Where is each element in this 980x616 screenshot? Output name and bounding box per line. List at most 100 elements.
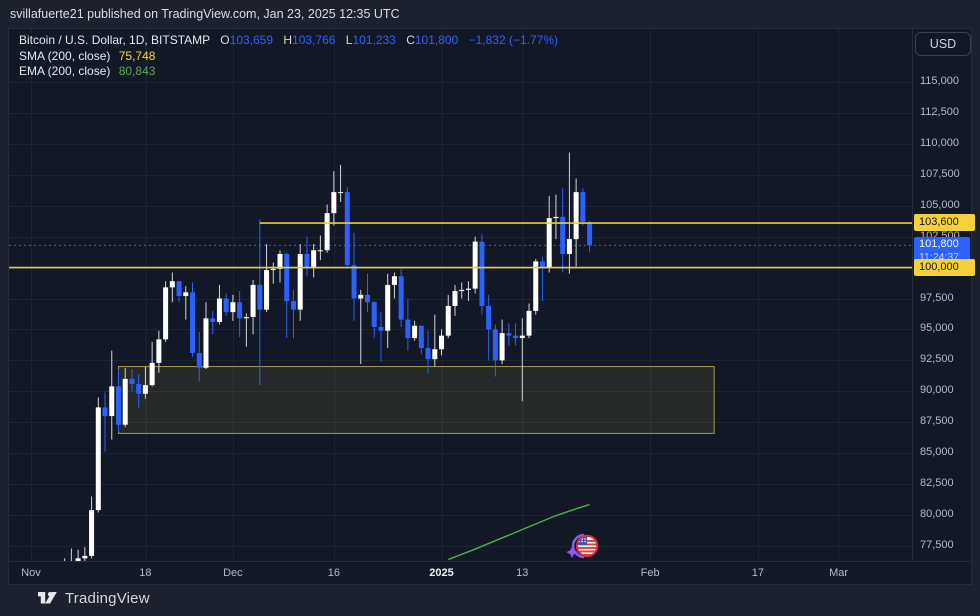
candle (223, 293, 229, 316)
candle (479, 234, 485, 315)
candle (418, 325, 424, 355)
candle (109, 350, 115, 440)
rectangle-drawing[interactable] (117, 366, 715, 434)
candle (358, 289, 364, 365)
candle (250, 279, 256, 335)
candle (587, 220, 593, 253)
candle (297, 244, 303, 321)
candle (566, 152, 572, 274)
candle (149, 341, 155, 387)
candle (210, 310, 216, 335)
us-flag-event-icon[interactable] (566, 533, 599, 559)
candle (115, 369, 121, 433)
candle (526, 303, 532, 339)
chart-widget: 77,500 80,000 82,500 85,000 87,500 90,000 92,5… (8, 28, 975, 585)
candle (190, 282, 196, 357)
tradingview-logo-icon (38, 592, 57, 604)
x-tick-label: 17 (751, 567, 764, 579)
candle (445, 294, 451, 339)
candle (331, 171, 337, 226)
candle (432, 314, 438, 367)
candle (95, 397, 101, 513)
candle (230, 294, 236, 321)
price-axis[interactable]: 77,500 80,000 82,500 85,000 87,500 90,000 92,5… (912, 29, 975, 561)
candle (553, 194, 559, 240)
y-tick-label: 82,500 (920, 477, 954, 490)
candle (499, 319, 505, 365)
candle (324, 204, 330, 253)
open-label: O (220, 33, 230, 47)
candle (122, 367, 128, 428)
y-tick-label: 77,500 (920, 538, 954, 551)
candle (311, 244, 317, 278)
y-tick-label: 80,000 (920, 508, 954, 521)
candle (412, 320, 418, 341)
candle (398, 268, 404, 327)
candle (539, 256, 545, 301)
y-tick-label: 85,000 (920, 446, 954, 459)
ema-row: EMA (200, close) 80,843 (19, 64, 558, 80)
candle (506, 323, 512, 346)
y-tick-label: 97,500 (920, 291, 954, 304)
x-tick-label: Dec (223, 567, 243, 579)
candle (351, 232, 357, 321)
candle (284, 252, 290, 339)
y-tick-label: 87,500 (920, 415, 954, 428)
close-label: C (406, 33, 415, 47)
candle (264, 244, 270, 313)
sma-label: SMA (200, close) (19, 48, 111, 63)
candle (169, 272, 175, 303)
support-price-label: 100,000 (914, 258, 975, 276)
candle (513, 323, 519, 346)
x-tick-label: 18 (139, 567, 152, 579)
x-tick-label: Nov (21, 567, 41, 579)
ema-value: 80,843 (118, 64, 156, 78)
candle (82, 547, 88, 561)
candle (270, 262, 276, 284)
candle (486, 294, 492, 361)
symbol-title: Bitcoin / U.S. Dollar, 1D, BITSTAMP (19, 33, 210, 47)
candle (277, 250, 283, 283)
candle (163, 281, 169, 342)
candle (492, 324, 498, 377)
candle (183, 286, 189, 320)
candles (64, 152, 593, 561)
candle (142, 366, 148, 399)
candle (290, 289, 296, 339)
high-label: H (283, 33, 293, 47)
x-tick-label: 2025 (429, 567, 454, 579)
publish-info: svillafuerte21 published on TradingView.… (10, 7, 400, 21)
y-tick-label: 112,500 (920, 105, 959, 118)
ema-label: EMA (200, close) (19, 64, 111, 78)
y-tick-label: 90,000 (920, 384, 954, 397)
candle (196, 331, 202, 382)
x-tick-label: Feb (640, 567, 660, 579)
high-value: 103,766 (292, 33, 336, 47)
ema-200-line (448, 503, 590, 561)
open-value: 103,659 (229, 33, 274, 47)
candle (405, 298, 411, 351)
candle (216, 284, 222, 325)
resistance-price-label: 103,600 (914, 214, 975, 232)
price-chart-canvas[interactable] (9, 29, 913, 561)
y-tick-label: 107,500 (920, 167, 960, 180)
candle (237, 291, 243, 337)
candle (338, 164, 344, 203)
candle (365, 273, 370, 313)
candle (580, 188, 586, 226)
x-tick-label: 16 (327, 567, 340, 579)
currency-toggle-button[interactable]: USD (915, 32, 971, 56)
candle (465, 281, 471, 301)
candle (425, 330, 431, 373)
candle (136, 373, 142, 408)
candle (385, 273, 391, 349)
time-axis[interactable]: Nov 18 Dec 16 2025 13 Feb 17 Mar (9, 561, 971, 585)
tradingview-brand-link[interactable]: TradingView (38, 590, 150, 607)
sma-row: SMA (200, close) 75,748 (19, 49, 558, 65)
y-tick-label: 115,000 (920, 75, 959, 87)
candle (472, 236, 478, 294)
change-value: −1,832 (−1.77%) (468, 33, 559, 47)
candle (452, 284, 458, 316)
candle (519, 318, 525, 402)
